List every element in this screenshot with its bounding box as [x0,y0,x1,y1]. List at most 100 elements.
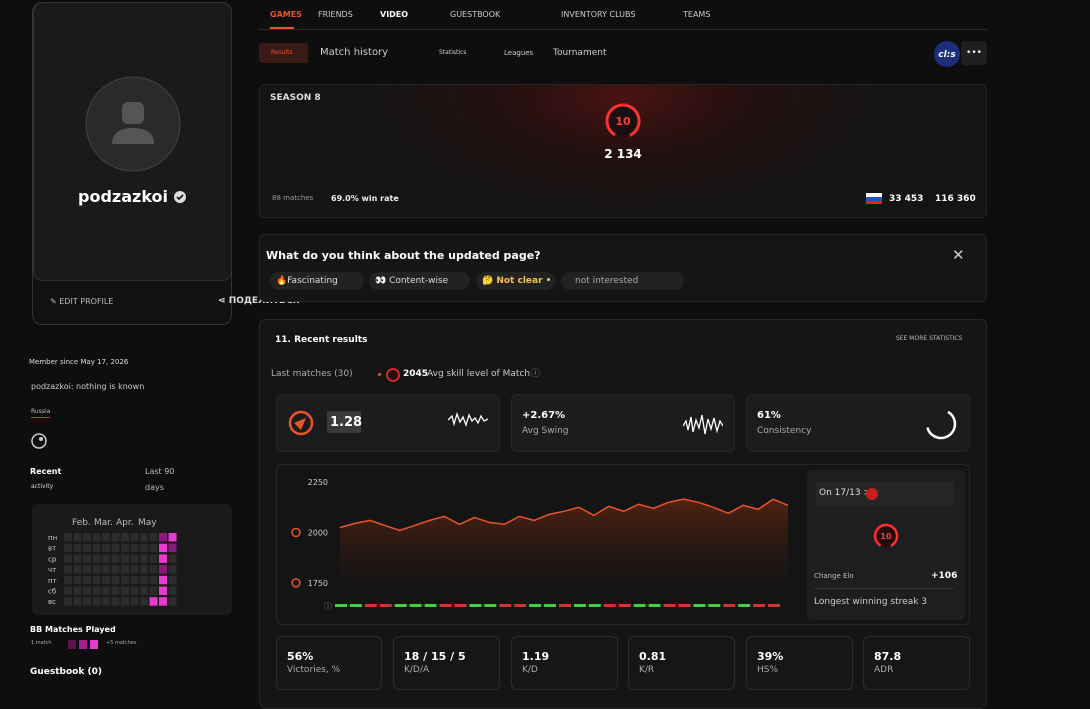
nav-tab[interactable]: VIDEO [380,10,409,19]
activity-cell [168,533,177,542]
activity-cell [111,554,120,563]
match-result [618,604,631,607]
match-result [394,604,407,607]
feedback-option[interactable]: 👀 Content-wise [369,272,470,290]
activity-cell [111,533,120,542]
activity-cell [159,597,167,606]
sub-tab[interactable]: Match history [320,47,389,58]
nav-tab[interactable]: TEAMS [683,10,711,19]
match-result [693,604,706,607]
y-tick-icon [291,578,301,588]
card-value: +2.67% [522,410,566,421]
guestbook: Guestbook (0) [30,667,102,677]
match-result [678,604,691,607]
avatar [85,76,181,172]
match-result [514,604,527,607]
nav-divider [258,29,987,30]
stat-box [393,636,500,690]
stat-label: Victories, % [287,665,341,675]
sub-tab[interactable]: Statistics [439,49,467,56]
nav-active-underline [270,27,294,29]
match-result [544,604,556,607]
change-label: Change Elo [814,572,854,580]
activity-cell [168,543,177,553]
nav-tab[interactable]: GAMES [270,10,302,19]
activity-cell [73,575,82,585]
panel-divider [814,588,954,589]
change-value: +106 [931,571,958,581]
activity-cell [111,597,120,606]
match-result [364,604,377,607]
activity-cell [130,565,139,574]
stat-label: K/R [639,665,655,675]
activity-cell [159,543,167,553]
activity-cell [159,533,167,542]
panel-match[interactable]: On 17/13 > [819,488,871,498]
activity-cell [64,565,72,574]
feedback-option[interactable]: not interested [561,272,684,290]
activity-cell [168,554,177,563]
legend-min: 1 match [31,640,52,646]
nav-tab[interactable]: GUESTBOOK [450,10,501,19]
activity-cell [149,543,158,553]
logo[interactable]: cl:s [933,40,961,68]
stat-label: K/D [522,665,538,675]
logo-text: cl:s [938,50,956,60]
stat-card [276,394,500,452]
feedback-option[interactable]: 🔥Fascinating [270,272,364,290]
card-value: 61% [757,410,781,421]
aim-icon [288,410,314,436]
stat-value: 56% [287,650,314,663]
activity-cell [83,586,91,595]
stat-value: 0.81 [639,650,667,663]
match-result [454,604,467,607]
nav-tab[interactable]: FRIENDS [318,10,353,19]
activity-cell [121,565,129,574]
activity-cell [168,597,177,606]
activity-cell [121,586,129,595]
activity-cell [92,586,101,595]
level-ring: 10 [605,103,641,139]
sub-tab[interactable]: Leagues [504,49,534,57]
activity-cell [83,565,91,574]
nav-tab[interactable]: INVENTORY CLUBS [561,10,636,19]
consistency-ring [925,408,957,440]
activity-cell [140,597,148,606]
season-winrate: 69.0% win rate [331,194,399,203]
sub-tab[interactable]: Tournament [553,48,607,58]
month-label: Apr. [116,518,134,528]
activity-cell [64,586,72,595]
see-more[interactable]: SEE MORE STATISTICS [896,335,963,342]
recent-label: Recent [30,467,62,476]
stat-box [628,636,735,690]
sub-tab[interactable]: Results [271,49,293,56]
feedback-question: What do you think about the updated page… [266,249,541,262]
match-result [379,604,392,607]
weekday-label: вт [48,545,56,553]
activity-cell [121,597,129,606]
edit-profile[interactable]: ✎ EDIT PROFILE [50,298,113,306]
stat-box [511,636,618,690]
activity-cell [111,586,120,595]
activity-cell [83,554,91,563]
activity-grid: Feb. Mar. Apr. May пн вт ср чт пт сб вс [48,518,177,606]
activity-cell [149,554,158,563]
activity-cell [159,565,167,574]
weekday-label: чт [48,566,56,574]
flag-ru [866,193,882,204]
y-tick-label: 1750 [308,579,328,588]
match-result [349,604,362,607]
activity-cell [168,586,177,595]
close-button[interactable]: ✕ [952,246,965,264]
activity-cell [168,575,177,585]
more-button[interactable]: ••• [961,41,987,65]
steam-icon [31,433,47,449]
activity-cell [73,533,82,542]
activity-cell [149,575,158,585]
elo-chart: 2250 2000 1750 ⓘ [291,478,789,611]
feedback-card [259,234,987,302]
feedback-option[interactable]: 🤔 Not clear • [476,272,555,290]
activity-cell [121,554,129,563]
season-matches: 88 matches [272,194,314,202]
stat-value: 1.19 [522,650,550,663]
